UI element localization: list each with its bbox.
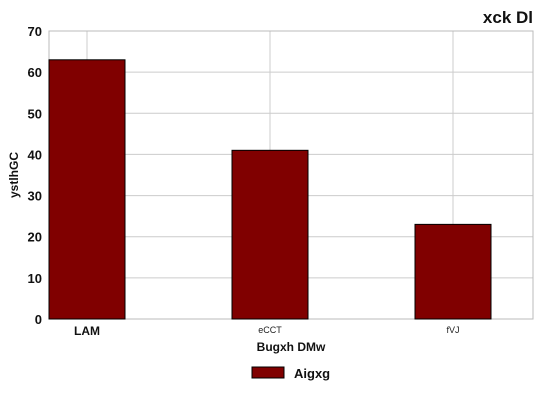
y-tick-label: 10 [28, 271, 42, 286]
y-tick-label: 70 [28, 24, 42, 39]
bars [48, 59, 492, 320]
bar-LAM [48, 59, 126, 320]
y-tick-label: 40 [28, 147, 42, 162]
y-tick-label: 60 [28, 65, 42, 80]
x-tick-label: eCCT [258, 325, 282, 335]
y-axis-label: ystlhGC [7, 152, 21, 198]
legend-label: Aigxg [294, 366, 330, 381]
y-tick-label: 20 [28, 230, 42, 245]
x-axis-label: Bugxh DMw [257, 340, 326, 354]
y-tick-label: 30 [28, 189, 42, 204]
legend: Aigxg [251, 366, 330, 381]
x-tick-label: fVJ [446, 325, 459, 335]
y-tick-label: 50 [28, 106, 42, 121]
chart-title: xck Dl [483, 8, 533, 27]
x-tick-labels: LAM eCCT fVJ [74, 324, 460, 338]
y-tick-labels: 0 10 20 30 40 50 60 70 [28, 24, 42, 327]
legend-swatch [251, 366, 285, 379]
bar-eCCT [231, 149, 309, 320]
y-tick-label: 0 [35, 312, 42, 327]
x-tick-label: LAM [74, 324, 100, 338]
bar-fVJ [414, 223, 492, 320]
